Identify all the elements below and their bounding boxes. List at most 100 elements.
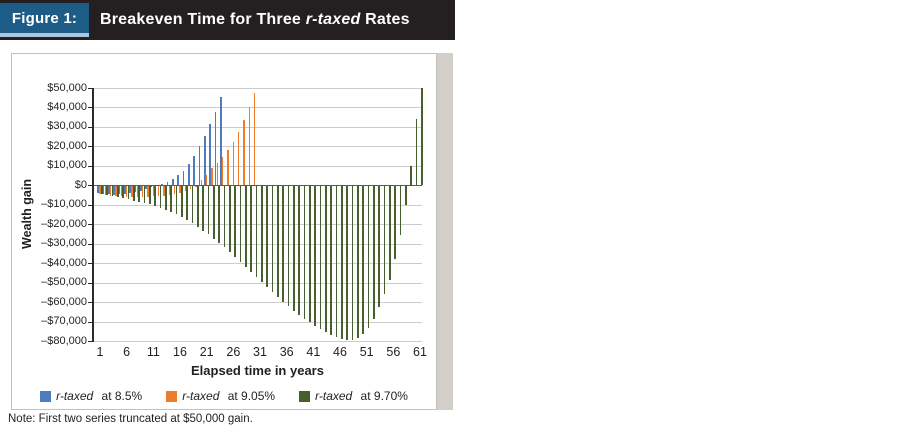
bar: [184, 185, 187, 192]
bar: [113, 185, 115, 195]
bar: [277, 185, 279, 298]
bar: [221, 157, 224, 186]
bar: [117, 185, 119, 198]
bar: [237, 131, 240, 186]
bar: [367, 185, 370, 328]
y-tick-mark: [88, 165, 93, 167]
bar: [209, 124, 211, 186]
x-tick-label: 36: [279, 345, 294, 360]
bar: [99, 185, 101, 194]
x-tick-label: 31: [253, 345, 267, 360]
bar: [101, 185, 103, 194]
bar: [200, 179, 203, 186]
bar: [111, 185, 114, 197]
bar: [378, 185, 380, 307]
bar: [173, 185, 176, 194]
bar: [191, 185, 194, 224]
bar: [239, 185, 242, 262]
bar: [232, 141, 235, 186]
bar: [122, 185, 124, 199]
gridline: [93, 302, 422, 304]
bar: [357, 185, 359, 339]
legend-swatch: [166, 390, 178, 402]
gridline: [93, 321, 422, 323]
y-tick-label: –$70,000: [41, 315, 87, 328]
y-tick-label: –$40,000: [41, 256, 87, 269]
legend-label-italic: r-taxed: [315, 389, 353, 403]
figure-label: Figure 1:: [11, 9, 78, 27]
gridline: [93, 88, 422, 89]
bar: [341, 185, 343, 340]
bar: [362, 185, 364, 335]
y-axis-line: [92, 88, 94, 342]
bar: [325, 185, 327, 333]
bar: [138, 185, 140, 202]
bar: [124, 185, 126, 195]
x-tick-label: 56: [386, 345, 401, 360]
legend: r-taxed at 8.5% r-taxed at 9.05% r-taxed a…: [11, 389, 437, 403]
y-tick-mark: [88, 341, 93, 343]
bar: [97, 185, 99, 194]
bar: [186, 185, 188, 221]
bar: [175, 185, 178, 215]
bar: [136, 185, 139, 197]
legend-item: r-taxed at 8.5%: [40, 389, 142, 403]
y-tick-mark: [88, 88, 93, 89]
bar: [125, 185, 128, 197]
x-tick-label: 41: [306, 345, 321, 360]
bar: [346, 185, 348, 341]
y-tick-label: $20,000: [47, 139, 87, 152]
figure-label-underline: [0, 33, 89, 37]
y-tick-label: –$60,000: [41, 295, 87, 308]
x-tick-label: 6: [123, 345, 131, 360]
bar: [204, 136, 206, 186]
y-tick-label: –$30,000: [41, 237, 87, 250]
bar: [109, 185, 112, 196]
bar: [383, 185, 386, 295]
figure-title-post: Rates: [360, 11, 410, 28]
y-tick-label: –$50,000: [41, 276, 87, 289]
bar: [287, 185, 290, 307]
x-tick-label: 16: [173, 345, 187, 360]
bar: [177, 175, 179, 186]
y-tick-mark: [88, 204, 93, 206]
y-tick-mark: [88, 282, 93, 284]
gridline: [93, 146, 422, 148]
x-tick-label: 61: [413, 345, 427, 360]
bar: [223, 185, 226, 248]
x-tick-label: 11: [146, 345, 160, 360]
bar: [216, 162, 219, 186]
gridline: [93, 263, 422, 265]
bar: [127, 185, 130, 200]
bar: [220, 97, 222, 186]
bar: [159, 185, 162, 208]
bar: [330, 185, 332, 335]
bar: [106, 185, 108, 196]
y-tick-label: –$10,000: [41, 198, 87, 211]
bar: [211, 168, 213, 186]
bar: [282, 185, 284, 302]
bar: [248, 107, 251, 186]
bar: [120, 185, 123, 197]
bar: [163, 185, 165, 196]
bar: [133, 185, 135, 201]
legend-label-italic: r-taxed: [56, 389, 94, 403]
bar: [168, 185, 171, 195]
figure-label-box: Figure 1:: [0, 3, 89, 33]
y-tick-mark: [88, 321, 93, 323]
bar: [172, 178, 174, 186]
bar: [410, 165, 412, 186]
bar: [303, 185, 306, 319]
y-tick-label: –$80,000: [41, 334, 87, 347]
bar: [394, 185, 396, 260]
y-tick-mark: [88, 263, 93, 265]
bar: [197, 185, 199, 227]
bar: [227, 150, 229, 186]
bar: [140, 185, 142, 192]
x-tick-label: 1: [96, 345, 104, 360]
y-tick-label: –$20,000: [41, 217, 87, 230]
y-tick-mark: [88, 185, 93, 187]
bar: [157, 185, 160, 197]
bar: [243, 120, 245, 186]
figure-title-pre: Breakeven Time for Three: [100, 11, 306, 28]
